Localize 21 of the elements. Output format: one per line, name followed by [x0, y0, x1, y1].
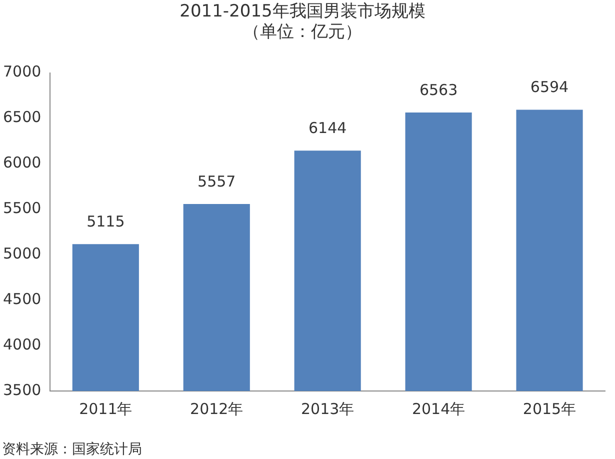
y-tick-label: 4500: [2, 290, 42, 308]
data-label: 6594: [530, 78, 569, 96]
x-tick-label: 2015年: [522, 400, 576, 418]
data-label: 6144: [308, 119, 347, 138]
y-tick-label: 5000: [2, 244, 42, 263]
x-tick-label: 2012年: [190, 400, 244, 418]
data-label: 5115: [86, 212, 125, 231]
y-tick-label: 4000: [2, 335, 42, 354]
y-tick-label: 6500: [2, 108, 42, 126]
x-tick-label: 2014年: [412, 400, 466, 418]
y-tick-label: 5500: [2, 199, 42, 218]
text: （单位：亿元）: [243, 22, 362, 42]
y-tick-label: 6000: [2, 154, 42, 172]
y-tick-label: 3500: [2, 380, 42, 399]
data-label: 6563: [419, 80, 458, 99]
x-tick-label: 2011年: [79, 400, 132, 418]
text: 资料来源：国家统计局: [2, 442, 142, 458]
text: 2011-2015年我国男装市场规模: [180, 2, 426, 22]
x-tick-label: 2013年: [300, 400, 354, 418]
y-tick-label: 7000: [2, 62, 42, 81]
data-label: 5557: [198, 172, 236, 190]
